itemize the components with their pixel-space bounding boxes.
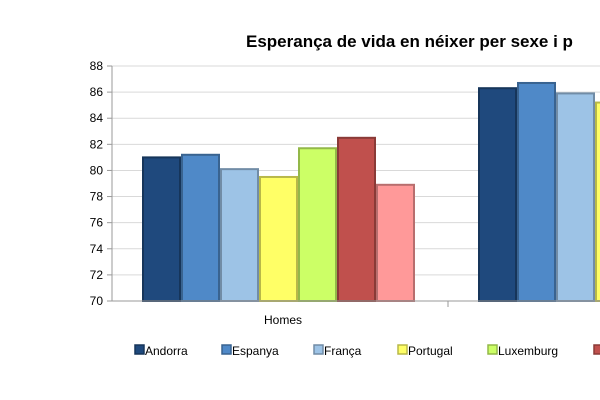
bar: [142, 156, 181, 302]
axes: 70727476788082848688HomesD: [90, 59, 600, 327]
bar: [298, 147, 337, 302]
bar: [517, 81, 556, 302]
bar: [181, 153, 220, 302]
y-tick-label: 80: [90, 163, 104, 177]
y-tick-label: 76: [90, 216, 104, 230]
bar: [595, 101, 600, 302]
bar: [337, 136, 376, 302]
y-tick-label: 72: [90, 268, 104, 282]
chart-title: Esperança de vida en néixer per sexe i p: [246, 32, 573, 51]
bar: [259, 175, 298, 303]
bar: [376, 183, 415, 302]
y-tick-label: 74: [90, 242, 104, 256]
legend-swatch: [397, 344, 408, 355]
bar: [556, 92, 595, 302]
y-tick-label: 88: [90, 59, 104, 73]
legend-swatch: [487, 344, 498, 355]
legend-label: Portugal: [408, 344, 453, 358]
y-tick-label: 84: [90, 111, 104, 125]
y-tick-label: 82: [90, 137, 104, 151]
legend-swatch: [313, 344, 324, 355]
legend-swatch: [221, 344, 232, 355]
legend-label: França: [324, 344, 362, 358]
legend-label: Andorra: [145, 344, 188, 358]
bar: [478, 87, 517, 302]
legend-swatch: [593, 344, 600, 355]
bar: [220, 168, 259, 302]
legend-label: Luxemburg: [498, 344, 558, 358]
y-tick-label: 86: [90, 85, 104, 99]
x-category-label: Homes: [264, 313, 302, 327]
y-tick-label: 78: [90, 190, 104, 204]
legend-swatch: [134, 344, 145, 355]
bars: [142, 81, 600, 303]
y-tick-label: 70: [90, 294, 104, 308]
legend-label: Espanya: [232, 344, 279, 358]
legend: Andorra Espanya França Portugal Luxemburg: [134, 344, 600, 358]
